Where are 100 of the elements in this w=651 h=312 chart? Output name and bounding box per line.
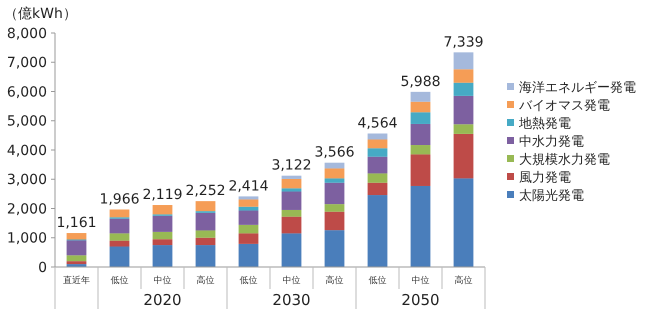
- bar: [410, 154, 430, 186]
- bar: [454, 96, 474, 124]
- x-tick-label: 低位: [240, 275, 258, 286]
- total-label: 1,161: [56, 215, 97, 232]
- bar: [238, 233, 258, 244]
- legend-label: 地熱発電: [518, 116, 571, 132]
- bar: [324, 162, 344, 168]
- y-tick-label: 7,000: [6, 55, 47, 72]
- total-label: 5,988: [400, 74, 441, 90]
- bar: [324, 168, 344, 178]
- legend-label: 太陽光発電: [519, 188, 584, 204]
- bar: [238, 224, 258, 234]
- legend-label: 大規模水力発電: [519, 152, 610, 168]
- bar: [282, 192, 302, 210]
- bar: [152, 232, 172, 240]
- bar: [282, 178, 302, 188]
- bar: [368, 195, 388, 267]
- bar: [196, 230, 216, 238]
- bar: [324, 178, 344, 183]
- bar: [196, 245, 216, 267]
- text: 2020: [143, 291, 182, 309]
- x-tick-label: 中位: [282, 275, 300, 286]
- bar: [152, 216, 172, 232]
- bar: [110, 209, 130, 218]
- bar: [368, 148, 388, 157]
- bar: [152, 239, 172, 246]
- y-tick-label: 3,000: [6, 172, 47, 188]
- bar: [196, 238, 216, 246]
- total-label: 3,566: [314, 144, 355, 161]
- bar: [368, 156, 388, 174]
- x-tick-label: 低位: [368, 275, 386, 286]
- bar: [368, 139, 388, 148]
- bar: [324, 204, 344, 212]
- legend-label: バイオマス発電: [518, 98, 610, 114]
- bar: [66, 240, 86, 256]
- bar: [282, 210, 302, 217]
- bar: [410, 124, 430, 146]
- bar: [368, 134, 388, 140]
- y-tick-label: 5,000: [6, 114, 47, 130]
- legend-label: 風力発電: [519, 170, 571, 186]
- y-tick-label: 4,000: [6, 142, 47, 159]
- bar: [196, 212, 216, 230]
- bar: [410, 186, 430, 267]
- y-tick-label: 2,000: [6, 201, 47, 218]
- bar: [454, 69, 474, 83]
- text: 2030: [272, 291, 311, 309]
- bar: [110, 246, 130, 267]
- bar: [196, 201, 216, 212]
- bar: [368, 173, 388, 183]
- bar: [368, 182, 388, 196]
- x-tick-label: 中位: [412, 275, 430, 286]
- y-tick-label: 6,000: [6, 84, 47, 100]
- bar: [238, 206, 258, 211]
- x-tick-label: 直近年: [63, 275, 90, 286]
- y-tick-label: 8,000: [6, 26, 47, 42]
- bar: [152, 205, 172, 214]
- bar: [410, 92, 430, 102]
- total-label: 7,339: [443, 34, 484, 50]
- legend-label: 海洋エネルギー発電: [519, 80, 636, 96]
- bar: [324, 212, 344, 230]
- bar: [454, 124, 474, 134]
- total-label: 4,564: [357, 116, 398, 132]
- bar: [282, 176, 302, 179]
- bar: [282, 233, 302, 267]
- legend-label: 中水力発電: [519, 134, 584, 150]
- bar: [238, 210, 258, 225]
- bar: [110, 218, 130, 234]
- bar: [410, 145, 430, 154]
- bar: [454, 178, 474, 267]
- bar: [282, 216, 302, 234]
- total-label: 1,966: [99, 191, 140, 208]
- total-label: 2,414: [228, 178, 269, 194]
- bar: [324, 230, 344, 267]
- bar: [66, 255, 86, 262]
- text: 2050: [401, 291, 440, 309]
- bar: [454, 134, 474, 178]
- total-label: 3,122: [271, 158, 312, 174]
- bar: [324, 182, 344, 204]
- bar: [282, 188, 302, 192]
- x-tick-label: 高位: [454, 275, 472, 286]
- total-label: 2,252: [185, 183, 226, 200]
- bar: [238, 196, 258, 200]
- x-tick-label: 高位: [196, 275, 214, 286]
- bar: [110, 233, 130, 241]
- x-tick-label: 低位: [110, 275, 128, 286]
- bar: [152, 245, 172, 267]
- bar: [454, 82, 474, 96]
- y-tick-label: 0: [38, 260, 47, 276]
- x-tick-label: 中位: [154, 275, 172, 286]
- bar: [238, 244, 258, 267]
- bar: [66, 233, 86, 240]
- bar: [66, 261, 86, 264]
- y-tick-label: 1,000: [6, 230, 47, 247]
- total-label: 2,119: [142, 187, 183, 204]
- bar: [110, 240, 130, 247]
- bar: [410, 112, 430, 124]
- y-axis-title: （億kWh）: [4, 6, 77, 22]
- bar: [410, 102, 430, 112]
- bar: [238, 199, 258, 207]
- bar: [454, 52, 474, 70]
